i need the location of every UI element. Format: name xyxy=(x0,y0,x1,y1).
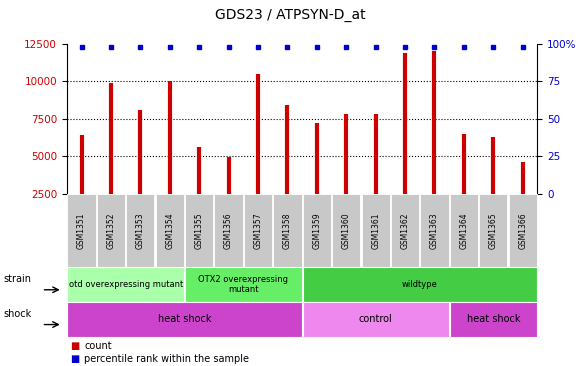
Text: GDS23 / ATPSYN-D_at: GDS23 / ATPSYN-D_at xyxy=(215,8,366,22)
Text: GSM1356: GSM1356 xyxy=(224,212,233,249)
Text: ■: ■ xyxy=(70,341,79,351)
Text: GSM1365: GSM1365 xyxy=(489,212,498,249)
Text: GSM1355: GSM1355 xyxy=(195,212,204,249)
Text: GSM1361: GSM1361 xyxy=(371,212,380,249)
Text: GSM1357: GSM1357 xyxy=(253,212,263,249)
Text: OTX2 overexpressing
mutant: OTX2 overexpressing mutant xyxy=(198,275,288,294)
Text: strain: strain xyxy=(3,274,31,284)
Text: heat shock: heat shock xyxy=(467,314,520,324)
Text: otd overexpressing mutant: otd overexpressing mutant xyxy=(69,280,183,289)
Text: ■: ■ xyxy=(70,354,79,365)
Text: count: count xyxy=(84,341,112,351)
Text: GSM1358: GSM1358 xyxy=(283,212,292,249)
Text: GSM1366: GSM1366 xyxy=(518,212,527,249)
Text: GSM1363: GSM1363 xyxy=(430,212,439,249)
Text: heat shock: heat shock xyxy=(157,314,211,324)
Text: GSM1360: GSM1360 xyxy=(342,212,351,249)
Text: GSM1364: GSM1364 xyxy=(460,212,468,249)
Text: control: control xyxy=(359,314,393,324)
Text: GSM1359: GSM1359 xyxy=(313,212,321,249)
Text: GSM1362: GSM1362 xyxy=(400,212,410,249)
Text: GSM1353: GSM1353 xyxy=(136,212,145,249)
Text: wildtype: wildtype xyxy=(402,280,437,289)
Text: GSM1351: GSM1351 xyxy=(77,212,86,249)
Text: percentile rank within the sample: percentile rank within the sample xyxy=(84,354,249,365)
Text: GSM1352: GSM1352 xyxy=(106,212,116,249)
Text: shock: shock xyxy=(3,309,31,319)
Text: GSM1354: GSM1354 xyxy=(165,212,174,249)
